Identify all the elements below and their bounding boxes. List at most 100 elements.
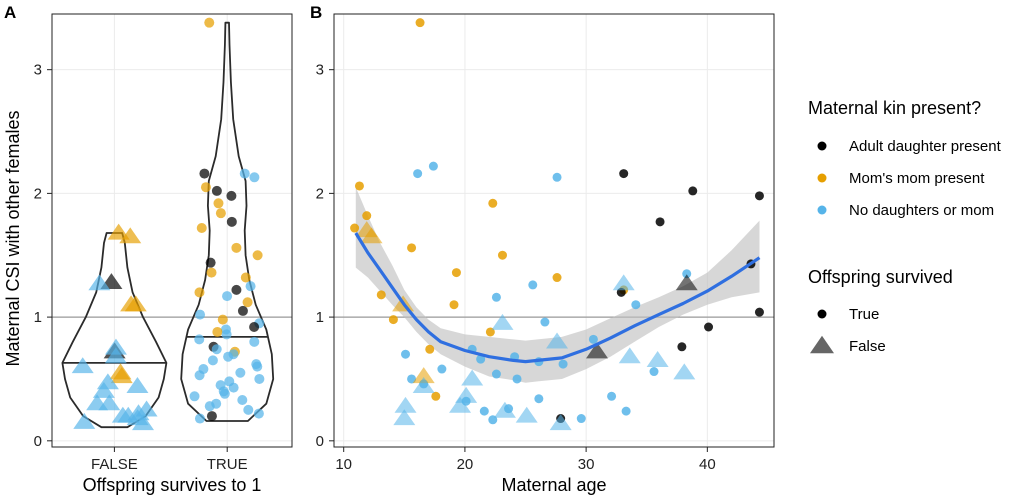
data-point [254, 373, 265, 384]
data-point [449, 396, 472, 413]
data-point [621, 406, 631, 416]
data-point [228, 382, 239, 393]
data-point [607, 391, 617, 401]
data-point [189, 391, 200, 402]
panel-a-frame [51, 13, 293, 448]
y-tick-label: 3 [316, 62, 324, 79]
data-point [212, 326, 223, 337]
legend-label: Mom's mom present [849, 170, 985, 187]
data-point [226, 216, 237, 227]
data-point [132, 414, 155, 431]
data-point [479, 406, 489, 416]
data-point [205, 257, 216, 268]
legend-key-adult-daughter [817, 141, 827, 151]
y-tick-label: 2 [34, 185, 42, 202]
data-point [754, 307, 764, 317]
panel-a-x-axis-title: Offspring survives to 1 [83, 475, 262, 495]
data-point [110, 367, 133, 384]
data-point [104, 347, 127, 364]
data-point [231, 284, 242, 295]
data-point [649, 367, 659, 377]
panel-b-confidence-ribbon [355, 187, 760, 383]
data-point [249, 336, 260, 347]
panel-a-y-axis-title: Maternal CSI with other females [3, 110, 23, 366]
data-point [73, 412, 96, 429]
y-tick-label: 1 [34, 309, 42, 326]
data-point [754, 191, 764, 201]
data-point [237, 305, 248, 316]
panel-b-x-axis-title: Maternal age [501, 475, 606, 495]
data-point [194, 334, 205, 345]
data-point [249, 321, 260, 332]
data-point [223, 351, 234, 362]
data-point [245, 281, 256, 292]
data-point [549, 414, 572, 431]
data-point [528, 280, 538, 290]
violin-false [61, 232, 168, 429]
panel-a-ticks: 0 1 2 3 FALSE TRUE [34, 62, 248, 473]
data-point [221, 329, 232, 340]
panel-b-frame [333, 13, 775, 448]
data-point [655, 217, 665, 227]
data-point [360, 227, 383, 244]
data-point [354, 181, 364, 191]
data-point [252, 361, 263, 372]
data-point [104, 338, 127, 355]
legend: Maternal kin present? Adult daughter pre… [808, 98, 1002, 355]
y-tick-label: 1 [316, 309, 324, 326]
data-point [407, 374, 417, 384]
x-tick-label: 40 [699, 456, 716, 473]
data-point [362, 211, 372, 221]
panel-b-gridlines [334, 14, 774, 447]
data-point [476, 354, 486, 364]
data-point [437, 364, 447, 374]
data-point [222, 291, 233, 302]
legend-key-circle [817, 309, 827, 319]
data-point [219, 388, 230, 399]
data-point [673, 363, 696, 380]
data-point [235, 367, 246, 378]
data-point [491, 292, 501, 302]
data-point [407, 243, 417, 253]
panel-b-points [350, 18, 764, 431]
data-point [194, 287, 205, 298]
data-point [86, 394, 109, 411]
x-tick-label: 10 [335, 456, 352, 473]
data-point [586, 342, 609, 359]
data-point [350, 223, 360, 233]
data-point [412, 367, 435, 384]
data-point [631, 300, 641, 310]
legend-label: Adult daughter present [849, 138, 1002, 155]
data-point [239, 168, 250, 179]
data-point [449, 300, 459, 310]
data-point [217, 314, 228, 325]
legend-key-triangle [810, 335, 834, 354]
data-point [552, 172, 562, 182]
data-point [213, 198, 224, 209]
panel-b: 0 1 2 3 10 20 30 40 B Maternal age [310, 3, 775, 495]
data-point [677, 342, 687, 352]
data-point [240, 272, 251, 283]
x-tick-label: FALSE [91, 456, 138, 473]
data-point [242, 297, 253, 308]
data-point [231, 242, 242, 253]
data-point [394, 396, 417, 413]
data-point [88, 274, 111, 291]
panel-b-smooth-line [354, 232, 761, 364]
data-point [226, 190, 237, 201]
panel-a-points [71, 17, 265, 431]
data-point [682, 269, 692, 279]
data-point [558, 359, 568, 369]
x-tick-label: TRUE [207, 456, 248, 473]
data-point [646, 351, 669, 367]
data-point [111, 406, 134, 423]
data-point [211, 344, 222, 355]
data-point [428, 161, 438, 171]
data-point [413, 169, 423, 179]
legend-label: No daughters or mom [849, 202, 994, 219]
x-tick-label: 30 [578, 456, 595, 473]
data-point [120, 295, 143, 312]
data-point [704, 322, 714, 332]
panel-a-letter: A [4, 3, 16, 22]
